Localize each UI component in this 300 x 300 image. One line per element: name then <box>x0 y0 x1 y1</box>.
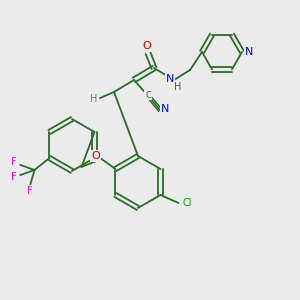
Text: F: F <box>11 157 16 167</box>
Text: Cl: Cl <box>183 198 192 208</box>
Text: O: O <box>142 41 152 51</box>
Text: N: N <box>245 47 253 57</box>
Text: H: H <box>90 94 98 104</box>
Text: N: N <box>161 104 169 114</box>
Text: O: O <box>91 151 100 161</box>
Text: F: F <box>11 172 16 182</box>
Text: F: F <box>27 186 32 196</box>
Text: H: H <box>174 82 182 92</box>
Text: N: N <box>166 74 174 84</box>
Text: C: C <box>145 91 151 100</box>
